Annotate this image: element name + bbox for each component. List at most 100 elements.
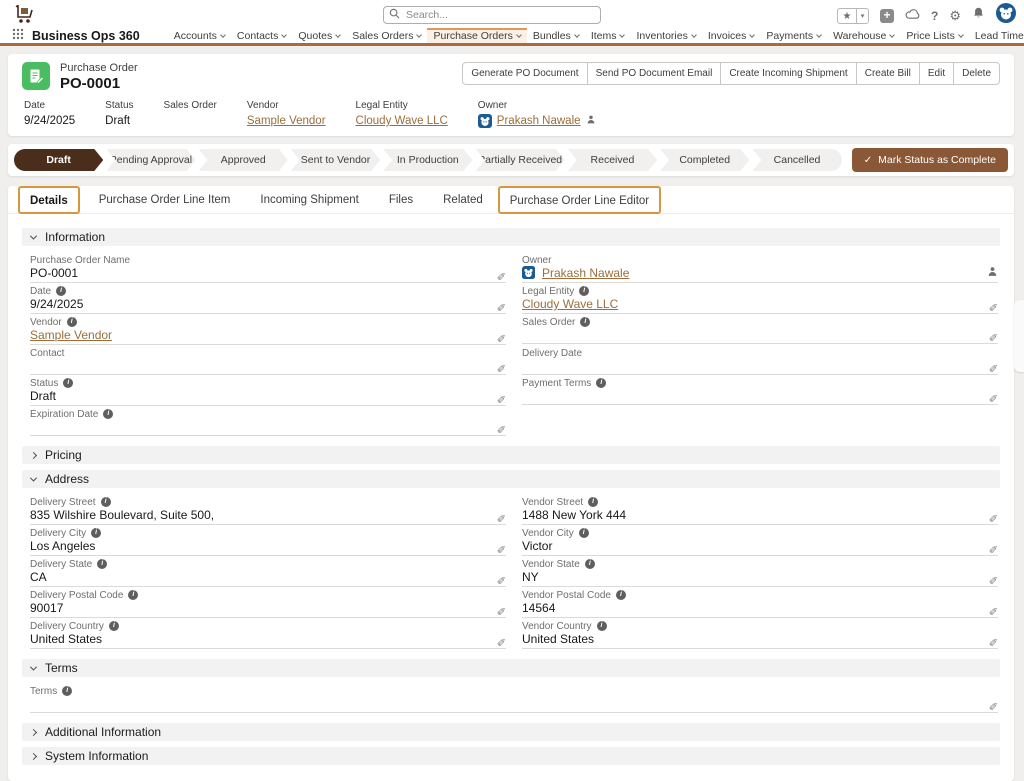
nav-tab-warehouse[interactable]: Warehouse xyxy=(827,28,900,43)
path-stage-in-production[interactable]: In Production xyxy=(383,149,472,171)
edit-icon[interactable]: ✎ xyxy=(496,635,506,647)
mark-status-complete-button[interactable]: ✓ Mark Status as Complete xyxy=(851,148,1008,172)
user-avatar[interactable] xyxy=(996,3,1016,28)
tab-incoming-shipment[interactable]: Incoming Shipment xyxy=(260,193,359,206)
nav-tab-invoices[interactable]: Invoices xyxy=(702,28,761,43)
info-icon[interactable]: i xyxy=(56,286,67,296)
info-icon[interactable]: i xyxy=(128,590,139,600)
edit-icon[interactable]: ✎ xyxy=(988,635,998,647)
path-stage-approved[interactable]: Approved xyxy=(199,149,288,171)
path-stage-pending-approval[interactable]: Pending Approval xyxy=(106,149,195,171)
section-header-additional-information[interactable]: Additional Information xyxy=(22,723,1000,741)
edit-icon[interactable]: ✎ xyxy=(496,269,506,281)
vendor-link[interactable]: Sample Vendor xyxy=(246,115,326,127)
edit-icon[interactable]: ✎ xyxy=(496,573,506,585)
star-icon[interactable]: ★ xyxy=(842,10,852,22)
edit-icon[interactable]: ✎ xyxy=(496,300,506,312)
send-po-document-email-button[interactable]: Send PO Document Email xyxy=(586,62,722,85)
info-icon[interactable]: i xyxy=(596,621,607,631)
setup-gear-icon[interactable]: ⚙ xyxy=(949,8,961,23)
nav-tab-quotes[interactable]: Quotes xyxy=(292,28,346,43)
info-icon[interactable]: i xyxy=(580,317,591,327)
edit-icon[interactable]: ✎ xyxy=(988,604,998,616)
tab-purchase-order-line-editor[interactable]: Purchase Order Line Editor xyxy=(509,194,650,207)
edit-icon[interactable]: ✎ xyxy=(988,511,998,523)
change-owner-icon[interactable] xyxy=(987,266,998,280)
edit-icon[interactable]: ✎ xyxy=(988,391,998,403)
info-icon[interactable]: i xyxy=(100,497,111,507)
info-icon[interactable]: i xyxy=(66,317,77,327)
edit-icon[interactable]: ✎ xyxy=(496,542,506,554)
owner-link[interactable]: Prakash Nawale xyxy=(496,115,581,127)
vendor-link[interactable]: Sample Vendor xyxy=(30,328,113,342)
tab-related[interactable]: Related xyxy=(443,193,483,206)
edit-icon[interactable]: ✎ xyxy=(988,573,998,585)
nav-tab-lead-times[interactable]: Lead Times xyxy=(974,29,1024,42)
path-stage-draft[interactable]: Draft xyxy=(14,149,103,171)
nav-tab-accounts[interactable]: Accounts xyxy=(168,28,231,43)
edit-button[interactable]: Edit xyxy=(918,62,955,85)
section-header-address[interactable]: Address xyxy=(22,470,1000,488)
nav-tab-payments[interactable]: Payments xyxy=(760,28,827,43)
tab-details[interactable]: Details xyxy=(30,194,68,207)
delete-button[interactable]: Delete xyxy=(953,62,1000,85)
legal-entity-link[interactable]: Cloudy Wave LLC xyxy=(355,115,448,127)
info-icon[interactable]: i xyxy=(596,378,607,388)
nav-tab-contacts[interactable]: Contacts xyxy=(231,28,292,43)
nav-tab-inventories[interactable]: Inventories xyxy=(630,28,701,43)
path-stage-completed[interactable]: Completed xyxy=(660,149,749,171)
info-icon[interactable]: i xyxy=(588,497,599,507)
edit-icon[interactable]: ✎ xyxy=(496,511,506,523)
change-owner-icon[interactable] xyxy=(586,114,596,128)
section-header-pricing[interactable]: Pricing xyxy=(22,446,1000,464)
nav-tab-bundles[interactable]: Bundles xyxy=(527,28,585,43)
info-icon[interactable]: i xyxy=(108,621,119,631)
info-icon[interactable]: i xyxy=(62,686,73,696)
nav-tab-sales-orders[interactable]: Sales Orders xyxy=(346,28,427,43)
section-header-information[interactable]: Information xyxy=(22,228,1000,246)
info-icon[interactable]: i xyxy=(579,286,590,296)
section-header-terms[interactable]: Terms xyxy=(22,659,1000,677)
edit-icon[interactable]: ✎ xyxy=(988,330,998,342)
edit-icon[interactable]: ✎ xyxy=(496,331,506,343)
nav-tab-purchase-orders[interactable]: Purchase Orders xyxy=(427,28,527,43)
side-panel-handle[interactable] xyxy=(1014,300,1024,372)
edit-icon[interactable]: ✎ xyxy=(496,604,506,616)
nav-tab-items[interactable]: Items xyxy=(585,28,631,43)
tab-files[interactable]: Files xyxy=(388,193,414,206)
global-actions-icon[interactable]: + xyxy=(880,8,894,23)
notifications-bell-icon[interactable] xyxy=(972,6,985,25)
help-icon[interactable]: ? xyxy=(931,8,939,23)
legal-entity-link[interactable]: Cloudy Wave LLC xyxy=(522,297,619,311)
nav-tab-price-lists[interactable]: Price Lists xyxy=(900,28,968,43)
info-icon[interactable]: i xyxy=(578,528,589,538)
info-icon[interactable]: i xyxy=(615,590,626,600)
info-icon[interactable]: i xyxy=(584,559,595,569)
favorites-dropdown-icon[interactable]: ▾ xyxy=(856,8,868,23)
edit-icon[interactable]: ✎ xyxy=(496,392,506,404)
edit-icon[interactable]: ✎ xyxy=(988,699,998,711)
path-stage-sent-to-vendor[interactable]: Sent to Vendor xyxy=(291,149,380,171)
guidance-cloud-icon[interactable] xyxy=(905,7,920,25)
info-icon[interactable]: i xyxy=(63,378,74,388)
path-stage-cancelled[interactable]: Cancelled xyxy=(752,149,842,171)
favorites-button[interactable]: ★ ▾ xyxy=(837,7,869,24)
create-incoming-shipment-button[interactable]: Create Incoming Shipment xyxy=(720,62,857,85)
tab-purchase-order-line-item[interactable]: Purchase Order Line Item xyxy=(98,193,231,206)
info-icon[interactable]: i xyxy=(103,409,114,419)
search-input[interactable] xyxy=(383,6,601,24)
edit-icon[interactable]: ✎ xyxy=(988,300,998,312)
edit-icon[interactable]: ✎ xyxy=(988,542,998,554)
edit-icon[interactable]: ✎ xyxy=(496,361,506,373)
info-icon[interactable]: i xyxy=(91,528,102,538)
info-icon[interactable]: i xyxy=(97,559,108,569)
create-bill-button[interactable]: Create Bill xyxy=(855,62,920,85)
edit-icon[interactable]: ✎ xyxy=(496,422,506,434)
section-header-system-information[interactable]: System Information xyxy=(22,747,1000,765)
app-launcher-icon[interactable] xyxy=(12,28,24,43)
owner-link[interactable]: Prakash Nawale xyxy=(542,266,630,280)
path-stage-partially-received[interactable]: Partially Received xyxy=(475,149,564,171)
generate-po-document-button[interactable]: Generate PO Document xyxy=(462,62,588,85)
path-stage-received[interactable]: Received xyxy=(568,149,657,171)
edit-icon[interactable]: ✎ xyxy=(988,361,998,373)
